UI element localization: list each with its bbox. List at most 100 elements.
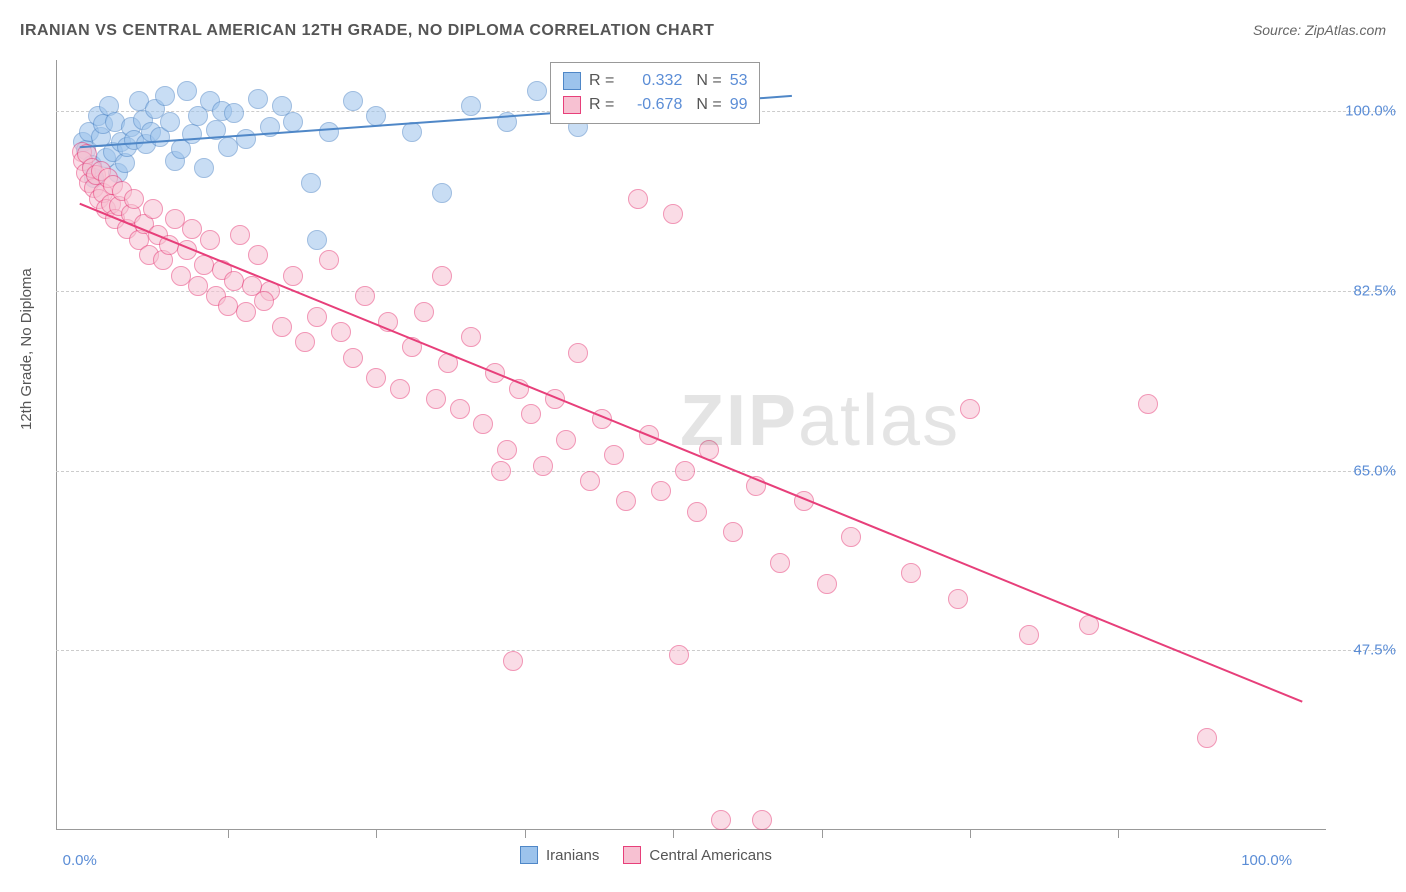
scatter-point-central_americans xyxy=(230,225,250,245)
scatter-point-iranians xyxy=(527,81,547,101)
scatter-point-central_americans xyxy=(592,409,612,429)
scatter-point-central_americans xyxy=(752,810,772,830)
chart-title: IRANIAN VS CENTRAL AMERICAN 12TH GRADE, … xyxy=(20,22,714,40)
scatter-point-central_americans xyxy=(616,491,636,511)
scatter-point-iranians xyxy=(343,91,363,111)
scatter-point-central_americans xyxy=(124,189,144,209)
legend-r-prefix: R = xyxy=(589,96,614,114)
legend-swatch xyxy=(623,846,641,864)
scatter-point-iranians xyxy=(224,103,244,123)
y-tick-label: 82.5% xyxy=(1353,283,1396,300)
x-tick-mark xyxy=(673,830,674,838)
scatter-point-iranians xyxy=(366,106,386,126)
scatter-point-central_americans xyxy=(794,491,814,511)
scatter-point-central_americans xyxy=(450,399,470,419)
scatter-point-central_americans xyxy=(1019,625,1039,645)
scatter-point-central_americans xyxy=(390,379,410,399)
scatter-point-central_americans xyxy=(669,645,689,665)
legend-n-value: 99 xyxy=(730,96,748,114)
scatter-point-central_americans xyxy=(319,250,339,270)
legend-n-prefix: N = xyxy=(696,72,721,90)
y-tick-label: 100.0% xyxy=(1345,103,1396,120)
scatter-point-central_americans xyxy=(503,651,523,671)
scatter-point-central_americans xyxy=(580,471,600,491)
series-legend-item-iranians: Iranians xyxy=(520,846,599,864)
scatter-point-central_americans xyxy=(1197,728,1217,748)
source-name: ZipAtlas.com xyxy=(1305,22,1386,38)
scatter-point-central_americans xyxy=(491,461,511,481)
x-tick-mark xyxy=(1118,830,1119,838)
x-tick-mark xyxy=(228,830,229,838)
scatter-point-iranians xyxy=(432,183,452,203)
series-legend: Iranians Central Americans xyxy=(520,846,772,864)
scatter-point-iranians xyxy=(236,129,256,149)
scatter-point-central_americans xyxy=(461,327,481,347)
scatter-point-central_americans xyxy=(248,245,268,265)
scatter-point-central_americans xyxy=(366,368,386,388)
scatter-point-central_americans xyxy=(568,343,588,363)
scatter-point-iranians xyxy=(402,122,422,142)
scatter-point-central_americans xyxy=(841,527,861,547)
scatter-point-central_americans xyxy=(723,522,743,542)
x-tick-label: 0.0% xyxy=(63,852,97,869)
scatter-point-central_americans xyxy=(817,574,837,594)
scatter-point-central_americans xyxy=(556,430,576,450)
x-tick-label: 100.0% xyxy=(1241,852,1292,869)
scatter-point-central_americans xyxy=(663,204,683,224)
scatter-point-iranians xyxy=(206,120,226,140)
scatter-point-central_americans xyxy=(432,266,452,286)
scatter-point-iranians xyxy=(177,81,197,101)
hgrid-line xyxy=(56,650,1396,651)
scatter-point-central_americans xyxy=(711,810,731,830)
source-attribution: Source: ZipAtlas.com xyxy=(1253,22,1386,38)
scatter-point-iranians xyxy=(307,230,327,250)
scatter-point-central_americans xyxy=(200,230,220,250)
scatter-point-central_americans xyxy=(545,389,565,409)
scatter-point-iranians xyxy=(461,96,481,116)
scatter-point-iranians xyxy=(260,117,280,137)
scatter-point-central_americans xyxy=(331,322,351,342)
series-legend-item-central_americans: Central Americans xyxy=(623,846,772,864)
scatter-point-iranians xyxy=(155,86,175,106)
hgrid-line xyxy=(56,471,1396,472)
scatter-point-central_americans xyxy=(355,286,375,306)
scatter-point-central_americans xyxy=(746,476,766,496)
scatter-point-central_americans xyxy=(497,440,517,460)
scatter-point-central_americans xyxy=(343,348,363,368)
source-prefix: Source: xyxy=(1253,22,1305,38)
scatter-point-central_americans xyxy=(188,276,208,296)
scatter-point-central_americans xyxy=(236,302,256,322)
scatter-point-central_americans xyxy=(295,332,315,352)
scatter-point-central_americans xyxy=(307,307,327,327)
y-tick-label: 47.5% xyxy=(1353,642,1396,659)
scatter-point-central_americans xyxy=(177,240,197,260)
scatter-point-central_americans xyxy=(283,266,303,286)
legend-r-value: 0.332 xyxy=(622,72,682,90)
scatter-point-iranians xyxy=(301,173,321,193)
x-tick-mark xyxy=(376,830,377,838)
scatter-point-central_americans xyxy=(254,291,274,311)
scatter-point-iranians xyxy=(319,122,339,142)
legend-r-prefix: R = xyxy=(589,72,614,90)
scatter-point-central_americans xyxy=(143,199,163,219)
scatter-point-iranians xyxy=(160,112,180,132)
scatter-point-iranians xyxy=(182,124,202,144)
scatter-point-iranians xyxy=(248,89,268,109)
correlation-legend: R =0.332N =53R =-0.678N =99 xyxy=(550,62,760,124)
scatter-point-central_americans xyxy=(675,461,695,481)
scatter-point-central_americans xyxy=(378,312,398,332)
plot-area xyxy=(56,60,1326,830)
y-axis-label: 12th Grade, No Diploma xyxy=(18,268,35,430)
legend-swatch xyxy=(563,72,581,90)
x-tick-mark xyxy=(525,830,526,838)
scatter-point-central_americans xyxy=(272,317,292,337)
series-label: Iranians xyxy=(546,847,599,864)
scatter-point-central_americans xyxy=(171,266,191,286)
legend-row-iranians: R =0.332N =53 xyxy=(563,69,747,93)
scatter-point-central_americans xyxy=(687,502,707,522)
scatter-point-central_americans xyxy=(402,337,422,357)
scatter-point-central_americans xyxy=(473,414,493,434)
scatter-point-central_americans xyxy=(1138,394,1158,414)
legend-n-prefix: N = xyxy=(696,96,721,114)
legend-swatch xyxy=(563,96,581,114)
